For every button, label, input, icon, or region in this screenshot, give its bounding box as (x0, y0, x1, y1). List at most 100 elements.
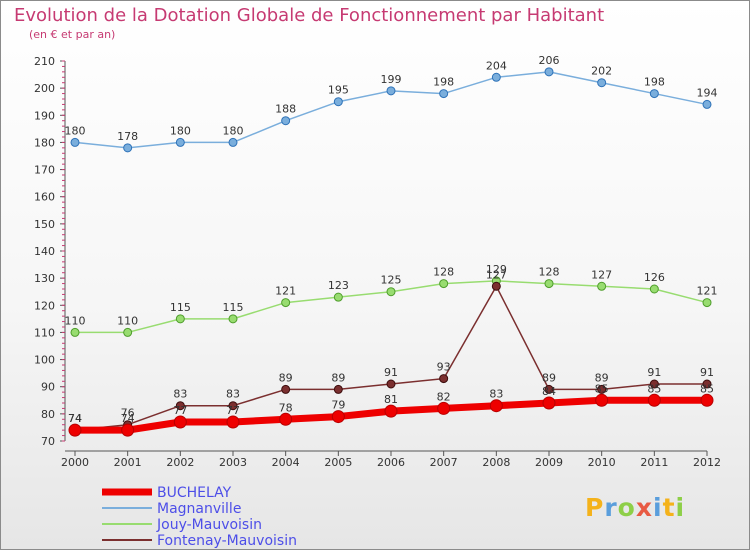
series-fontenay-mauvoisin (70, 281, 712, 435)
data-label: 110 (117, 314, 138, 327)
data-point (226, 415, 240, 429)
data-point (647, 393, 661, 407)
y-tick-label: 190 (34, 109, 55, 122)
data-label: 115 (223, 301, 244, 314)
data-point (386, 86, 396, 96)
data-point (228, 314, 238, 324)
data-label: 85 (595, 382, 609, 395)
data-point (175, 137, 185, 147)
data-point (489, 399, 503, 413)
y-tick-label: 150 (34, 218, 55, 231)
data-point (228, 137, 238, 147)
data-label: 93 (437, 361, 451, 374)
data-point (281, 116, 291, 126)
data-point (649, 284, 659, 294)
x-tick-label: 2010 (588, 456, 616, 469)
data-label: 89 (331, 371, 345, 384)
data-label: 180 (65, 124, 86, 137)
data-label: 77 (226, 404, 240, 417)
data-point (333, 292, 343, 302)
data-point (702, 379, 712, 389)
y-tick-label: 200 (34, 82, 55, 95)
y-tick-label: 100 (34, 354, 55, 367)
data-point (279, 412, 293, 426)
x-tick-label: 2009 (535, 456, 563, 469)
data-label: 125 (381, 274, 402, 287)
proxiti-wordmark: Proxiti (585, 493, 685, 522)
x-tick-label: 2005 (324, 456, 352, 469)
data-label: 89 (279, 371, 293, 384)
y-tick-label: 80 (41, 408, 55, 421)
data-label: 126 (644, 271, 665, 284)
data-point (331, 410, 345, 424)
legend-label: Fontenay-Mauvoisin (157, 533, 297, 549)
data-point (544, 384, 554, 394)
x-tick-label: 2001 (114, 456, 142, 469)
legend-label: BUCHELAY (157, 485, 232, 501)
data-point (333, 384, 343, 394)
data-point (597, 281, 607, 291)
data-label: 195 (328, 84, 349, 97)
data-point (123, 327, 133, 337)
data-label: 91 (384, 366, 398, 379)
legend-label: Jouy-Mauvoisin (156, 517, 262, 533)
data-label: 82 (437, 390, 451, 403)
data-label: 77 (173, 404, 187, 417)
y-tick-label: 210 (34, 55, 55, 68)
data-label: 199 (381, 73, 402, 86)
data-point (70, 137, 80, 147)
data-label: 83 (226, 388, 240, 401)
x-tick-label: 2000 (61, 456, 89, 469)
data-point (386, 287, 396, 297)
data-label: 127 (486, 268, 507, 281)
data-point (649, 89, 659, 99)
chart-title: Evolution de la Dotation Globale de Fonc… (14, 5, 605, 26)
data-point (542, 396, 556, 410)
data-point (439, 374, 449, 384)
data-label: 194 (697, 86, 718, 99)
data-label: 198 (433, 76, 454, 89)
data-label: 115 (170, 301, 191, 314)
x-tick-label: 2007 (430, 456, 458, 469)
data-label: 204 (486, 59, 507, 72)
y-tick-label: 170 (34, 164, 55, 177)
data-label: 121 (697, 285, 718, 298)
data-label: 127 (591, 268, 612, 281)
y-tick-label: 130 (34, 272, 55, 285)
chart-subtitle: (en € et par an) (29, 28, 116, 41)
data-label: 74 (68, 412, 82, 425)
axes: 7080901001101201301401501601701801902002… (34, 55, 721, 469)
data-point (175, 314, 185, 324)
data-point (700, 393, 714, 407)
data-point (439, 279, 449, 289)
data-label: 81 (384, 393, 398, 406)
data-point (702, 99, 712, 109)
data-label: 76 (121, 407, 135, 420)
data-point (439, 89, 449, 99)
data-label: 85 (647, 382, 661, 395)
data-point (70, 327, 80, 337)
data-label: 83 (489, 388, 503, 401)
data-label: 123 (328, 279, 349, 292)
data-point (491, 281, 501, 291)
x-tick-label: 2004 (272, 456, 300, 469)
x-tick-label: 2003 (219, 456, 247, 469)
y-tick-label: 120 (34, 299, 55, 312)
proxiti-logo: Proxiti (585, 493, 685, 522)
data-point (597, 384, 607, 394)
data-label: 91 (700, 366, 714, 379)
data-point (173, 415, 187, 429)
data-point (333, 97, 343, 107)
data-label: 180 (170, 124, 191, 137)
series-group (68, 67, 714, 437)
data-label: 74 (68, 412, 82, 425)
data-label: 128 (433, 266, 454, 279)
data-label: 84 (542, 385, 556, 398)
data-point (595, 393, 609, 407)
data-point (228, 401, 238, 411)
x-tick-label: 2008 (482, 456, 510, 469)
data-label: 110 (65, 314, 86, 327)
data-point (544, 279, 554, 289)
